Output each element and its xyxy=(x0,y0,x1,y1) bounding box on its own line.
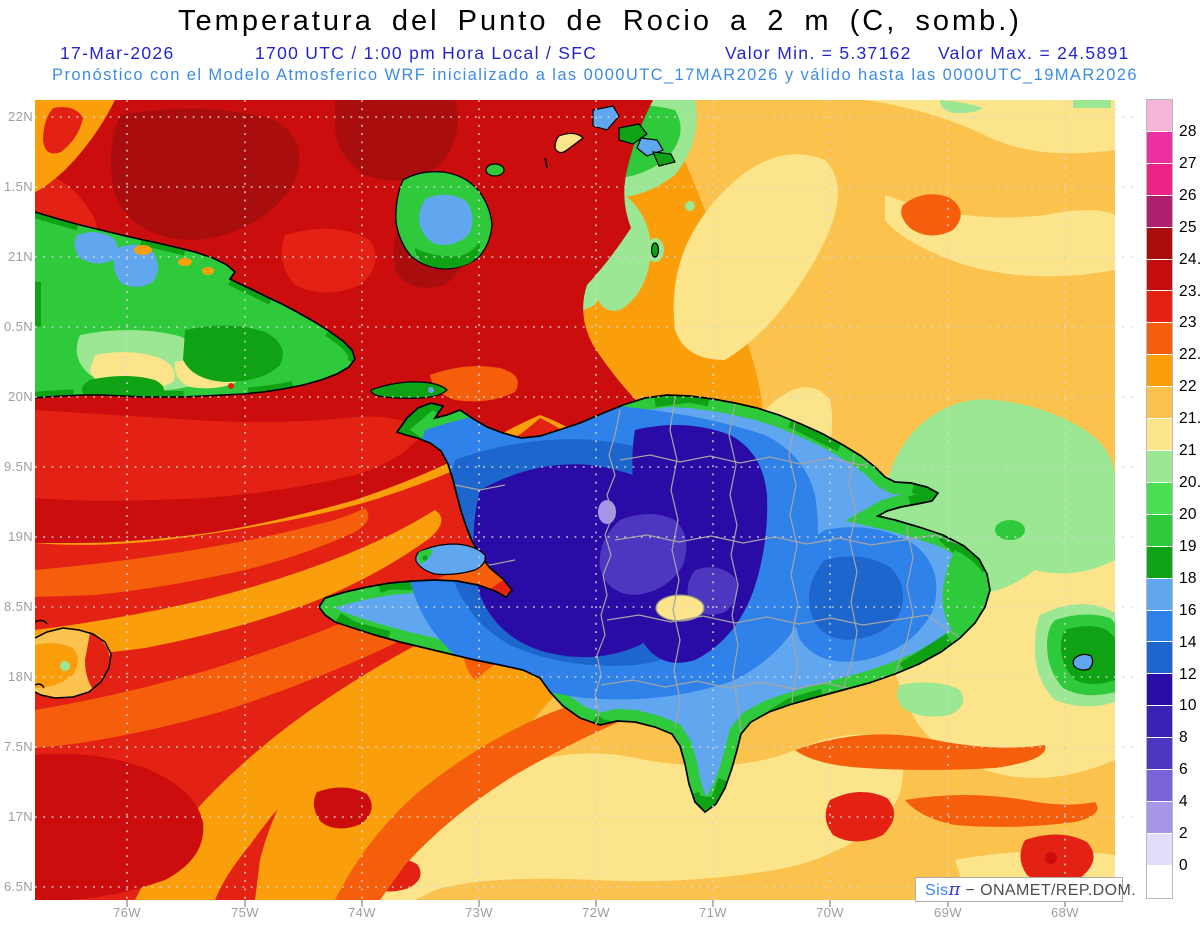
colorbar-label: 12 xyxy=(1179,665,1197,683)
watermark: Sisπ − ONAMET/REP.DOM. xyxy=(915,877,1136,902)
colorbar-segment xyxy=(1147,770,1172,802)
colorbar-label: 16 xyxy=(1179,601,1197,619)
grid-layer xyxy=(35,100,1133,900)
colorbar-label: 19 xyxy=(1179,537,1197,555)
colorbar-segment xyxy=(1147,578,1172,611)
lon-axis-label: 73W xyxy=(465,905,493,920)
colorbar-segment xyxy=(1147,131,1172,164)
colorbar-label: 4 xyxy=(1179,793,1188,811)
colorbar-label: 22 xyxy=(1179,378,1197,396)
colorbar-segment xyxy=(1147,642,1172,675)
lon-axis-label: 76W xyxy=(113,905,141,920)
colorbar-segment xyxy=(1147,163,1172,196)
colorbar-label: 24.5 xyxy=(1179,250,1200,268)
lat-axis-label: 19N xyxy=(7,529,33,544)
colorbar-label: 18 xyxy=(1179,569,1197,587)
colorbar-segment xyxy=(1147,738,1172,771)
lat-axis-label: 6.5N xyxy=(3,879,33,894)
colorbar-label: 6 xyxy=(1179,761,1188,779)
colorbar-label: 10 xyxy=(1179,697,1197,715)
lat-axis-label: 18N xyxy=(7,669,33,684)
forecast-line: Pronóstico con el Modelo Atmosferico WRF… xyxy=(52,66,1138,84)
island-gonave xyxy=(415,543,486,576)
colorbar-segment xyxy=(1147,610,1172,643)
lon-axis-label: 69W xyxy=(934,905,962,920)
lon-axis-label: 75W xyxy=(231,905,259,920)
province-borders xyxy=(454,397,965,733)
colorbar-label: 26 xyxy=(1179,186,1197,204)
colorbar-label: 25 xyxy=(1179,218,1197,236)
weather-map xyxy=(35,100,1133,907)
subtitle-time: 1700 UTC / 1:00 pm Hora Local / SFC xyxy=(255,43,598,63)
colorbar-segment xyxy=(1147,833,1172,866)
colorbar-segment xyxy=(1147,674,1172,707)
colorbar-segment xyxy=(1147,801,1172,834)
islands-bahamas xyxy=(395,105,695,270)
lon-axis-label: 71W xyxy=(699,905,727,920)
colorbar-segment xyxy=(1147,419,1172,451)
page-title: Temperatura del Punto de Rocio a 2 m (C,… xyxy=(178,5,1022,37)
subtitle-date: 17-Mar-2026 xyxy=(60,43,175,63)
colorbar-segment xyxy=(1147,355,1172,388)
lon-axis-label: 70W xyxy=(816,905,844,920)
colorbar-label: 21.5 xyxy=(1179,410,1200,428)
colorbar-segment xyxy=(1147,482,1172,515)
colorbar-segment xyxy=(1147,291,1172,324)
colorbar-label: 28 xyxy=(1179,122,1197,140)
colorbar-segment xyxy=(1147,323,1172,356)
lat-axis-label: 7.5N xyxy=(3,739,33,754)
lat-axis-label: 0.5N xyxy=(3,319,33,334)
colorbar-segment xyxy=(1147,514,1172,547)
watermark-org: − ONAMET/REP.DOM. xyxy=(960,882,1137,899)
watermark-pi-icon: π xyxy=(948,879,961,900)
lat-axis-label: 20N xyxy=(7,389,33,404)
lat-axis-label: 9.5N xyxy=(3,459,33,474)
colorbar-label: 20 xyxy=(1179,505,1197,523)
lon-axis-label: 68W xyxy=(1051,905,1079,920)
colorbar-segment xyxy=(1147,195,1172,228)
colorbar-label: 23 xyxy=(1179,314,1197,332)
island-tortuga xyxy=(370,381,448,399)
lat-axis-label: 22N xyxy=(7,109,33,124)
colorbar-label: 2 xyxy=(1179,825,1188,843)
lat-axis-label: 8.5N xyxy=(3,599,33,614)
colorbar-segment xyxy=(1147,227,1172,260)
colorbar-segment xyxy=(1147,865,1172,898)
colorbar-label: 0 xyxy=(1179,857,1188,875)
colorbar-segment xyxy=(1147,100,1172,132)
colorbar-label: 27 xyxy=(1179,154,1197,172)
lon-axis-label: 74W xyxy=(348,905,376,920)
colorbar-label: 23.5 xyxy=(1179,282,1200,300)
lon-axis-label: 72W xyxy=(582,905,610,920)
colorbar-segment xyxy=(1147,546,1172,579)
watermark-sis: Sis xyxy=(925,882,949,899)
colorbar-segment xyxy=(1147,450,1172,483)
colorbar xyxy=(1146,99,1173,899)
colorbar-label: 21 xyxy=(1179,442,1197,460)
colorbar-label: 8 xyxy=(1179,729,1188,747)
subtitle-valor-max: Valor Max. = 24.5891 xyxy=(938,43,1130,63)
colorbar-segment xyxy=(1147,259,1172,292)
colorbar-label: 22.5 xyxy=(1179,346,1200,364)
island-mona xyxy=(1072,653,1094,671)
colorbar-label: 14 xyxy=(1179,633,1197,651)
subtitle-valor-min: Valor Min. = 5.37162 xyxy=(725,43,912,63)
colorbar-label: 20.5 xyxy=(1179,474,1200,492)
colorbar-segment xyxy=(1147,706,1172,739)
lat-axis-label: 21N xyxy=(7,249,33,264)
lat-axis-label: 17N xyxy=(7,809,33,824)
colorbar-segment xyxy=(1147,387,1172,420)
lat-axis-label: 1.5N xyxy=(3,179,33,194)
